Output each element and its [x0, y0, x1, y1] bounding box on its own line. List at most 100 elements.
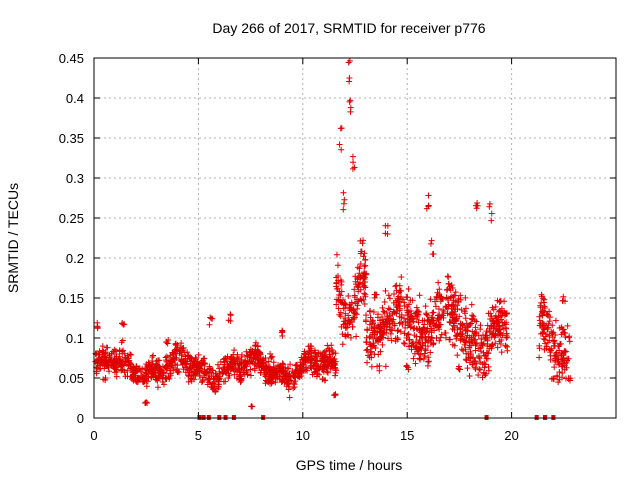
data-point-2055: [353, 281, 360, 288]
data-point-1285: [204, 381, 211, 388]
data-point-1800: [383, 327, 390, 334]
data-point-2149: [340, 189, 347, 196]
data-point-2053: [164, 361, 171, 368]
data-point-2124: [268, 354, 275, 361]
data-point-1289: [309, 371, 316, 378]
data-point-777: [504, 333, 511, 340]
data-point-1619: [252, 339, 259, 346]
data-point-1994: [333, 296, 340, 303]
data-point-2086: [133, 367, 140, 374]
data-point-995: [265, 358, 272, 365]
x-axis-label: GPS time / hours: [296, 457, 403, 473]
data-point-1656: [197, 362, 204, 369]
data-point-2209: [456, 366, 463, 373]
data-point-232: [394, 327, 401, 334]
data-point-1677: [490, 325, 497, 332]
y-tick-label: 0.05: [59, 371, 84, 386]
data-point-158: [415, 319, 422, 326]
data-point-1046: [477, 366, 484, 373]
data-point-1972: [341, 300, 348, 307]
data-point-2144: [338, 146, 345, 153]
data-point-1547: [266, 377, 273, 384]
y-tick-label: 0.15: [59, 291, 84, 306]
y-tick-label: 0.2: [66, 251, 84, 266]
data-point-1222: [103, 344, 110, 351]
data-point-78: [396, 320, 403, 327]
data-point-2034: [355, 274, 362, 281]
data-point-1239: [129, 372, 136, 379]
data-point-1362: [387, 330, 394, 337]
data-point-591: [368, 363, 375, 370]
data-point-1934: [182, 364, 189, 371]
data-point-646: [547, 314, 554, 321]
data-point-1774: [416, 327, 423, 334]
data-point-2210: [455, 365, 462, 372]
data-point-1683: [237, 379, 244, 386]
data-point-1490: [556, 347, 563, 354]
data-point-563: [401, 340, 408, 347]
data-point-1014: [420, 325, 427, 332]
data-point-842: [122, 373, 129, 380]
data-point-1661: [409, 340, 416, 347]
data-point-2152: [346, 57, 353, 64]
data-point-1386: [448, 311, 455, 318]
data-point-1557: [361, 276, 368, 283]
data-point-1085: [187, 376, 194, 383]
data-point-379: [345, 292, 352, 299]
data-point-1280: [361, 301, 368, 308]
data-point-1822: [433, 335, 440, 342]
data-point-1551: [143, 370, 150, 377]
data-point-2047: [113, 359, 120, 366]
data-point-1952: [329, 365, 336, 372]
data-point-1858: [344, 331, 351, 338]
data-point-1646: [187, 365, 194, 372]
data-point-1930: [552, 350, 559, 357]
data-point-1452: [463, 327, 470, 334]
data-point-2031: [320, 366, 327, 373]
data-point-1694: [422, 346, 429, 353]
data-point-12: [464, 365, 471, 372]
data-point-1985: [487, 310, 494, 317]
data-point-1338: [367, 314, 374, 321]
data-point-874: [421, 352, 428, 359]
data-point-2007: [561, 366, 568, 373]
data-point-2042: [549, 330, 556, 337]
data-point-1710: [435, 279, 442, 286]
data-point-1276: [285, 365, 292, 372]
data-point-2030: [496, 298, 503, 305]
data-point-1828: [243, 369, 250, 376]
data-point-1933: [426, 318, 433, 325]
data-point-1444: [386, 306, 393, 313]
data-point-1986: [562, 330, 569, 337]
data-point-1967: [492, 303, 499, 310]
data-point-1624: [360, 283, 367, 290]
data-point-1852: [199, 378, 206, 385]
data-point-1252: [460, 336, 467, 343]
data-point-1817: [272, 375, 279, 382]
data-point-2029: [127, 365, 134, 372]
data-point-1181: [244, 353, 251, 360]
data-point-157: [413, 304, 420, 311]
data-point-868: [472, 358, 479, 365]
data-point-2021: [299, 362, 306, 369]
data-point-1631: [349, 323, 356, 330]
data-point-1897: [449, 317, 456, 324]
data-point-2129: [278, 329, 285, 336]
data-point-1999: [283, 369, 290, 376]
data-point-1603: [454, 324, 461, 331]
data-point-2054: [449, 285, 456, 292]
data-point-2038: [156, 367, 163, 374]
chart-title: Day 266 of 2017, SRMTID for receiver p77…: [212, 20, 485, 36]
data-point-1539: [332, 369, 339, 376]
data-point-1721: [482, 372, 489, 379]
data-point-2002: [187, 354, 194, 361]
data-point-1666: [430, 341, 437, 348]
data-point-428: [458, 306, 465, 313]
data-point-1921: [395, 299, 402, 306]
data-point-1949: [305, 343, 312, 350]
data-point-2143: [336, 141, 343, 148]
data-point-747: [422, 347, 429, 354]
data-point-1957: [368, 325, 375, 332]
data-point-789: [451, 292, 458, 299]
data-point-2162: [349, 165, 356, 172]
